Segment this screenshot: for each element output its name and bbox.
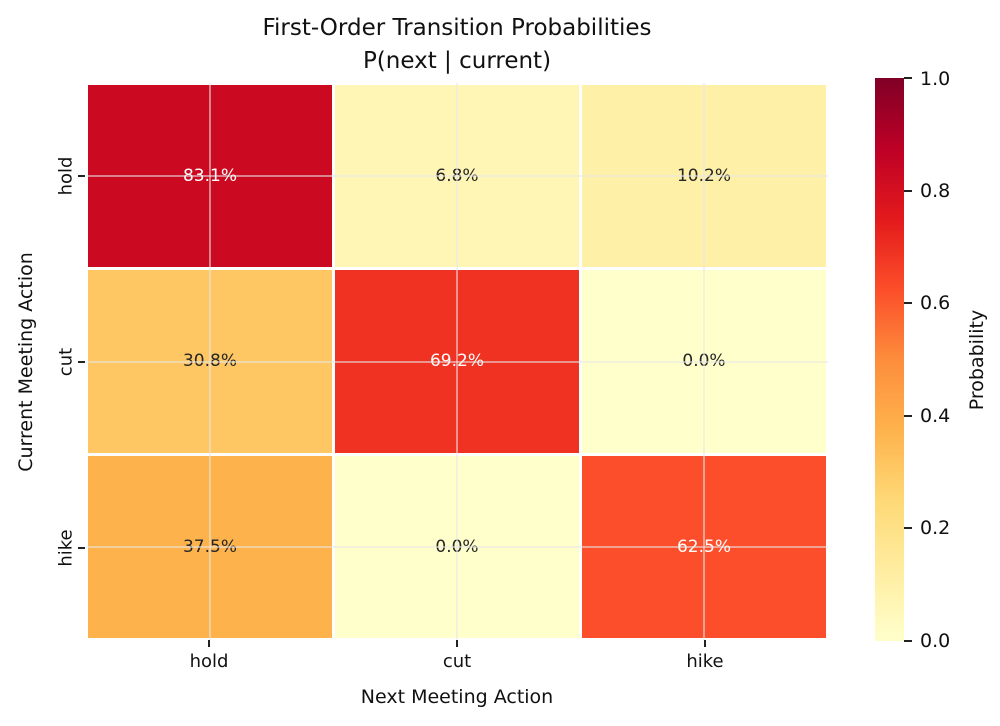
colorbar-tick-mark (904, 77, 912, 79)
heatmap-cell-hold-hold: 83.1% (88, 85, 332, 268)
colorbar-tick-mark (904, 190, 912, 192)
heatmap-cell-hike-hold: 37.5% (88, 455, 332, 638)
cell-value-label: 69.2% (429, 351, 484, 372)
cell-value-label: 62.5% (676, 536, 731, 557)
cell-value-label: 30.8% (182, 351, 237, 372)
colorbar-tick-label: 0.8 (920, 180, 951, 202)
colorbar-axis-label: Probability (966, 309, 988, 411)
x-tick-label-hold: hold (189, 651, 229, 672)
heatmap-cell-hold-hike: 10.2% (582, 85, 826, 268)
cell-value-label: 37.5% (182, 536, 237, 557)
x-tick-label-hike: hike (686, 651, 724, 672)
cell-value-label: 83.1% (182, 166, 237, 187)
heatmap-cell-hold-cut: 6.8% (335, 85, 579, 268)
colorbar-tick-label: 1.0 (920, 68, 951, 90)
y-tick-mark (78, 175, 85, 177)
x-tick-mark (704, 640, 706, 647)
cell-value-label: 10.2% (676, 166, 731, 187)
y-tick-mark (78, 547, 85, 549)
heatmap-cell-cut-hike: 0.0% (582, 270, 826, 453)
colorbar-tick-label: 0.0 (920, 630, 951, 652)
heatmap-cell-cut-cut: 69.2% (335, 270, 579, 453)
chart-title-line-1: First-Order Transition Probabilities (262, 15, 652, 41)
y-tick-label-hike: hike (55, 529, 77, 567)
colorbar-tick-label: 0.2 (920, 517, 951, 539)
colorbar-tick-mark (904, 415, 912, 417)
colorbar-tick-mark (904, 527, 912, 529)
heatmap-grid: 83.1% 6.8% 10.2% 30.8% 69.2% 0.0% 37.5% 0.0% 62.… (86, 83, 828, 640)
x-tick-label-cut: cut (442, 651, 472, 672)
x-tick-mark (208, 640, 210, 647)
cell-value-label: 0.0% (682, 351, 726, 372)
y-axis-label: Current Meeting Action (15, 252, 37, 472)
y-tick-mark (78, 361, 85, 363)
colorbar-tick-mark (904, 640, 912, 642)
x-axis-label: Next Meeting Action (360, 686, 554, 708)
colorbar-tick-mark (904, 302, 912, 304)
cell-value-label: 0.0% (435, 536, 479, 557)
heatmap-cell-hike-cut: 0.0% (335, 455, 579, 638)
x-tick-mark (456, 640, 458, 647)
chart-title-line-2: P(next | current) (362, 48, 552, 74)
colorbar-tick-label: 0.6 (920, 292, 951, 314)
colorbar-gradient (875, 78, 904, 641)
heatmap-cell-cut-hold: 30.8% (88, 270, 332, 453)
y-tick-label-hold: hold (55, 156, 77, 196)
y-tick-label-cut: cut (55, 347, 77, 377)
cell-value-label: 6.8% (435, 166, 479, 187)
colorbar-tick-label: 0.4 (920, 405, 951, 427)
heatmap-cell-hike-hike: 62.5% (582, 455, 826, 638)
chart-title: First-Order Transition Probabilities P(n… (86, 12, 828, 78)
